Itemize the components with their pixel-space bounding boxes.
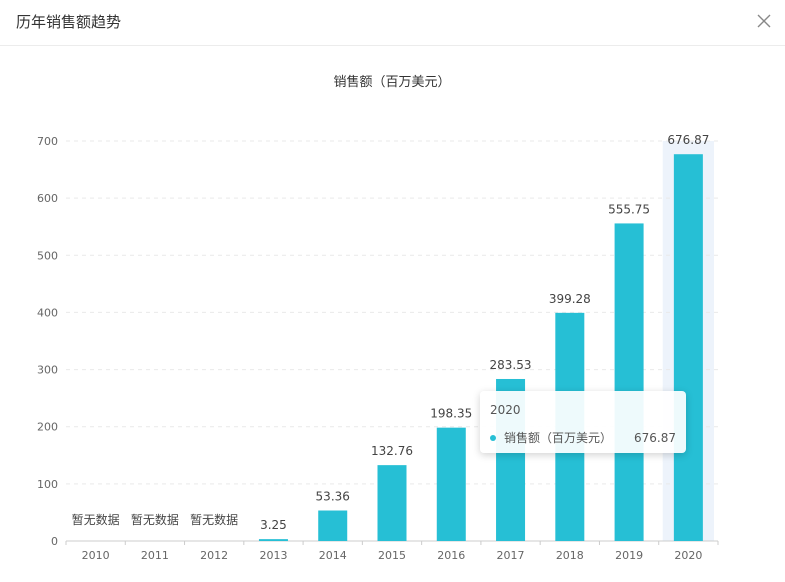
x-tick-label: 2012: [200, 549, 228, 562]
x-tick-label: 2018: [556, 549, 584, 562]
x-tick-label: 2015: [378, 549, 406, 562]
tooltip-row: 销售额（百万美元） 676.87: [490, 429, 676, 446]
chart-tooltip: 2020 销售额（百万美元） 676.87: [480, 391, 686, 453]
x-tick-label: 2010: [82, 549, 110, 562]
x-tick-label: 2017: [497, 549, 525, 562]
dialog-title: 历年销售额趋势: [16, 13, 122, 31]
tooltip-series-marker: [490, 434, 496, 441]
data-label: 399.28: [549, 292, 591, 306]
y-tick-label: 600: [37, 192, 58, 205]
no-data-label: 暂无数据: [72, 512, 120, 527]
data-label: 283.53: [490, 358, 532, 372]
no-data-label: 暂无数据: [190, 512, 238, 527]
data-label: 3.25: [260, 518, 287, 532]
chart-title: 销售额（百万美元）: [333, 74, 450, 90]
bar: [377, 465, 407, 541]
bar: [318, 510, 348, 541]
data-label: 132.76: [371, 444, 413, 458]
bar: [258, 539, 288, 541]
data-label: 555.75: [608, 202, 650, 216]
y-tick-label: 100: [37, 478, 58, 491]
no-data-label: 暂无数据: [131, 512, 179, 527]
dialog-header: 历年销售额趋势: [0, 0, 785, 46]
bar: [614, 223, 644, 541]
x-tick-label: 2020: [674, 549, 702, 562]
x-tick-label: 2014: [319, 549, 347, 562]
sales-bar-chart: 销售额（百万美元） 0 100 200 300 400 500 600 700 2010 暂无数据 2…: [37, 74, 719, 562]
y-tick-label: 300: [37, 364, 58, 377]
x-tick-label: 2011: [141, 549, 169, 562]
data-label: 53.36: [316, 490, 350, 504]
x-tick-label: 2016: [437, 549, 465, 562]
tooltip-title: 2020: [490, 403, 521, 417]
tooltip-series-name: 销售额（百万美元）: [504, 431, 613, 445]
y-tick-label: 400: [37, 306, 58, 319]
x-tick-label: 2019: [615, 549, 643, 562]
data-label: 198.35: [430, 407, 472, 421]
close-icon[interactable]: [755, 12, 773, 30]
y-tick-label: 500: [37, 249, 58, 262]
x-tick-label: 2013: [259, 549, 287, 562]
bar: [673, 154, 703, 541]
bar: [436, 427, 466, 541]
y-tick-label: 200: [37, 421, 58, 434]
tooltip-value: 676.87: [634, 430, 676, 445]
data-label: 676.87: [667, 133, 709, 147]
y-tick-label: 700: [37, 135, 58, 148]
y-tick-label: 0: [51, 535, 58, 548]
